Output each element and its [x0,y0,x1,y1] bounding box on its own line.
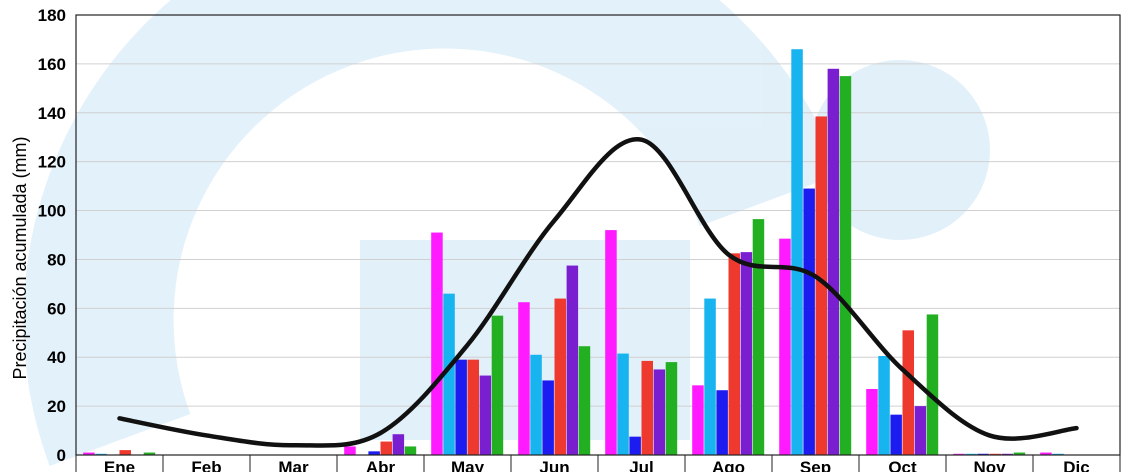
watermark-logo [23,0,990,466]
y-axis-label: Precipitación acumulada (mm) [10,136,30,379]
bar [542,380,554,455]
average-line [117,137,1079,448]
y-tick-label: 120 [38,153,66,172]
category-label: May [451,458,485,472]
bar [530,354,542,455]
bar [965,453,977,455]
bar [1013,452,1026,455]
bar [566,265,579,455]
bar [554,298,566,455]
category-label: Ago [712,458,745,472]
category-labels: Ene Feb Mar Abr May Jun Jul Ago Sep Oct Nov Dic [104,458,1090,472]
y-tick-labels: 0 20 40 60 80 100 120 140 160 180 [38,6,66,465]
bar [380,441,392,455]
bar [119,450,131,455]
bar [578,346,591,455]
bar [740,252,753,455]
bar [1001,453,1014,455]
bar-series [83,49,1064,456]
bar [665,362,678,455]
bar [803,188,815,456]
bar [977,453,989,455]
y-tick-label: 60 [47,299,66,318]
y-tick-label: 20 [47,397,66,416]
bar [368,451,380,455]
bar [491,315,504,455]
bar [791,49,803,455]
bar [653,369,666,455]
bar [752,219,765,455]
category-label: Abr [366,458,396,472]
bar [344,446,356,455]
y-tick-label: 180 [38,6,66,25]
bar [1052,453,1064,455]
bar [866,389,878,455]
category-label: Jun [539,458,569,472]
bar [605,230,617,455]
bar [443,293,455,455]
bar [779,238,791,455]
category-label: Sep [800,458,831,472]
bar [914,406,927,455]
bar [926,314,939,455]
category-label: Mar [278,458,309,472]
y-tick-label: 160 [38,55,66,74]
category-label: Dic [1063,458,1089,472]
bar [692,385,704,455]
bar [878,356,890,455]
bar [989,453,1001,455]
bar [815,116,827,455]
y-tick-label: 40 [47,348,66,367]
y-tick-label: 0 [57,446,66,465]
bar [629,436,641,455]
bar [827,68,840,456]
bar [617,353,629,455]
bar [704,298,716,455]
bar [95,453,107,455]
bar [404,446,417,455]
bar [467,359,479,455]
category-label: Nov [973,458,1006,472]
bar [902,330,914,455]
category-label: Jul [629,458,654,472]
bar [728,253,740,455]
y-tick-label: 80 [47,250,66,269]
y-tick-label: 140 [38,104,66,123]
bar [890,414,902,455]
bar [641,360,653,455]
y-tick-label: 100 [38,202,66,221]
bar [479,375,492,455]
bar [83,452,95,455]
bar [839,76,852,455]
bar [716,390,728,455]
category-label: Feb [191,458,221,472]
bar [1040,452,1052,455]
category-label: Ene [104,458,135,472]
bar [953,453,965,455]
category-label: Oct [888,458,917,472]
bar [455,359,467,455]
bar [392,434,405,455]
bar [431,232,443,455]
bar [518,302,530,455]
bar [143,452,156,455]
